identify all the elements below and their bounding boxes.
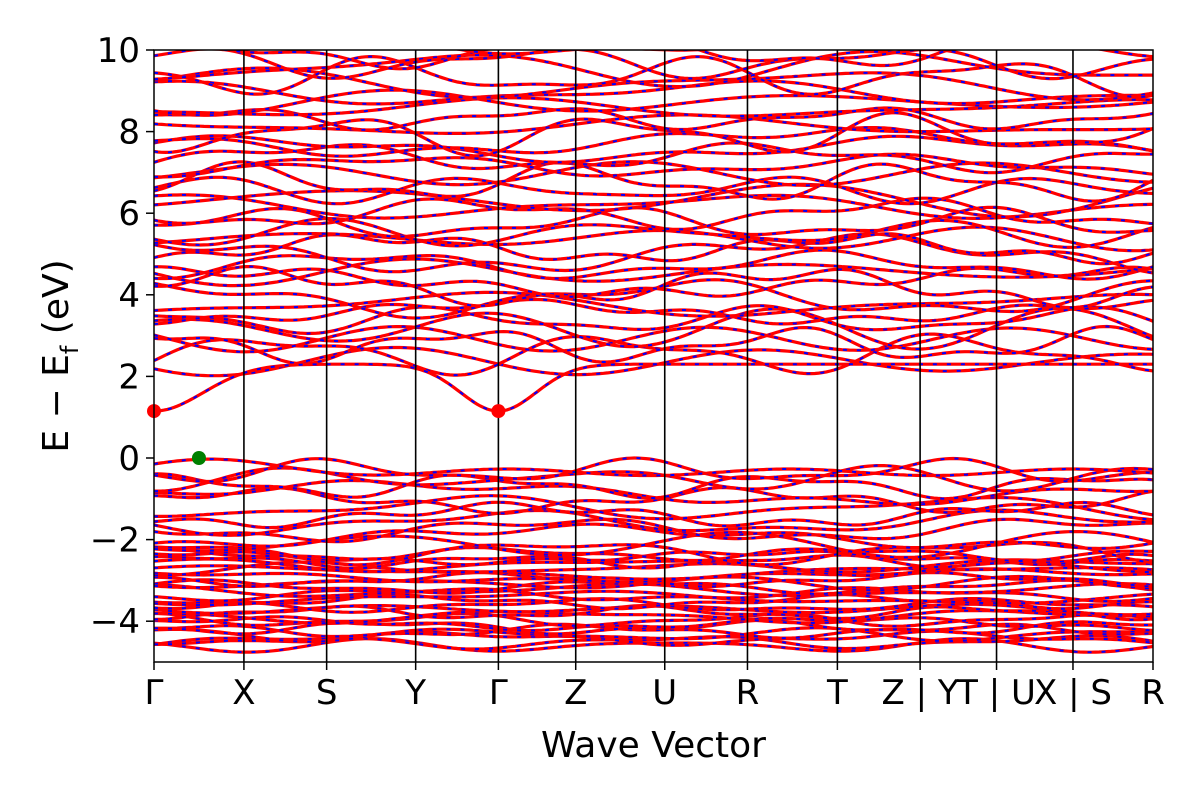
band-line-overlay	[154, 232, 1153, 274]
x-tick-label: Z | Y	[882, 673, 959, 713]
y-tick-label: 0	[118, 439, 140, 479]
band-line-overlay	[154, 232, 1153, 265]
band-line	[154, 592, 1153, 611]
band-line-overlay	[154, 472, 1153, 500]
band-line-overlay	[154, 265, 1153, 309]
band-line-overlay	[154, 107, 1153, 132]
y-axis-label-main: E − E	[36, 354, 77, 453]
y-axis-label: E − Ef (eV)	[36, 259, 84, 452]
band-line	[154, 589, 1153, 607]
x-tick-label: X	[232, 673, 255, 713]
band-line-overlay	[154, 141, 1153, 174]
x-tick-label: R	[736, 673, 760, 713]
x-tick-label: Γ	[145, 673, 164, 713]
vbm-marker	[191, 451, 206, 465]
band-line-overlay	[154, 304, 1153, 335]
band-line-overlay	[154, 307, 1153, 350]
y-tick-label: −4	[90, 602, 140, 642]
band-line-overlay	[154, 333, 1153, 377]
band-line	[154, 182, 1153, 219]
y-tick-label: 2	[118, 357, 140, 397]
band-line	[154, 113, 1153, 135]
band-lines	[154, 50, 1153, 654]
y-tick-label: 8	[118, 113, 140, 153]
band-line-overlay	[154, 456, 1153, 483]
band-line	[154, 79, 1153, 106]
band-line-overlay	[154, 258, 1153, 287]
cbm-marker	[491, 404, 506, 419]
x-axis-label: Wave Vector	[541, 725, 766, 766]
band-line	[154, 615, 1153, 633]
valence-band-top	[154, 457, 1153, 478]
x-tick-label: Y	[404, 673, 426, 713]
y-tick-label: 4	[118, 276, 140, 316]
x-tick-label: S	[316, 673, 338, 713]
x-axis-ticks: Γ X S Y Γ Z U R T Z | YT | UX | S R	[145, 662, 1165, 713]
band-line-overlay	[226, 50, 951, 70]
band-line-overlay	[154, 50, 1153, 88]
x-tick-label: Γ	[489, 673, 508, 713]
x-tick-label: T | U	[956, 673, 1036, 713]
band-line	[154, 626, 1153, 644]
band-line	[154, 597, 1153, 614]
y-tick-label: 10	[97, 31, 140, 71]
band-line	[154, 290, 1153, 318]
band-line-overlay	[154, 486, 1153, 515]
band-line-overlay	[154, 197, 1153, 231]
y-axis-label-subscript: f	[56, 345, 84, 354]
band-line-overlay	[154, 509, 1153, 537]
band-line	[154, 152, 1153, 179]
band-line	[154, 96, 1153, 118]
band-line	[154, 517, 1153, 544]
band-line-overlay	[154, 217, 1153, 249]
kpoint-lines	[243, 50, 1074, 662]
band-line-overlay	[154, 501, 1153, 529]
band-line-overlay	[154, 206, 1153, 238]
y-axis-label-unit: (eV)	[36, 259, 77, 345]
y-tick-label: −2	[90, 521, 140, 561]
band-line-overlay	[154, 363, 1153, 413]
x-tick-label: Z	[564, 673, 587, 713]
band-line-overlay	[154, 89, 1153, 117]
band-line-overlay	[154, 160, 1153, 187]
band-line	[154, 257, 1153, 288]
band-line	[154, 552, 1153, 570]
x-tick-label: X | S	[1034, 673, 1112, 713]
x-tick-label: U	[652, 673, 677, 713]
band-line	[154, 193, 1153, 220]
y-axis-ticks: 10 8 6 4 2 0 −2 −4	[90, 31, 154, 642]
band-line	[154, 545, 1153, 563]
plot-frame	[153, 49, 1154, 663]
x-tick-label: R	[1141, 673, 1165, 713]
band-line-overlay	[154, 176, 1153, 205]
band-line-overlay	[154, 111, 1153, 157]
conduction-band-bottom	[154, 362, 1153, 413]
x-tick-label: T	[826, 673, 848, 713]
band-line-overlay	[154, 325, 1153, 365]
y-tick-label: 6	[118, 194, 140, 234]
band-line-overlay	[154, 50, 1153, 80]
band-line-overlay	[154, 160, 1153, 203]
